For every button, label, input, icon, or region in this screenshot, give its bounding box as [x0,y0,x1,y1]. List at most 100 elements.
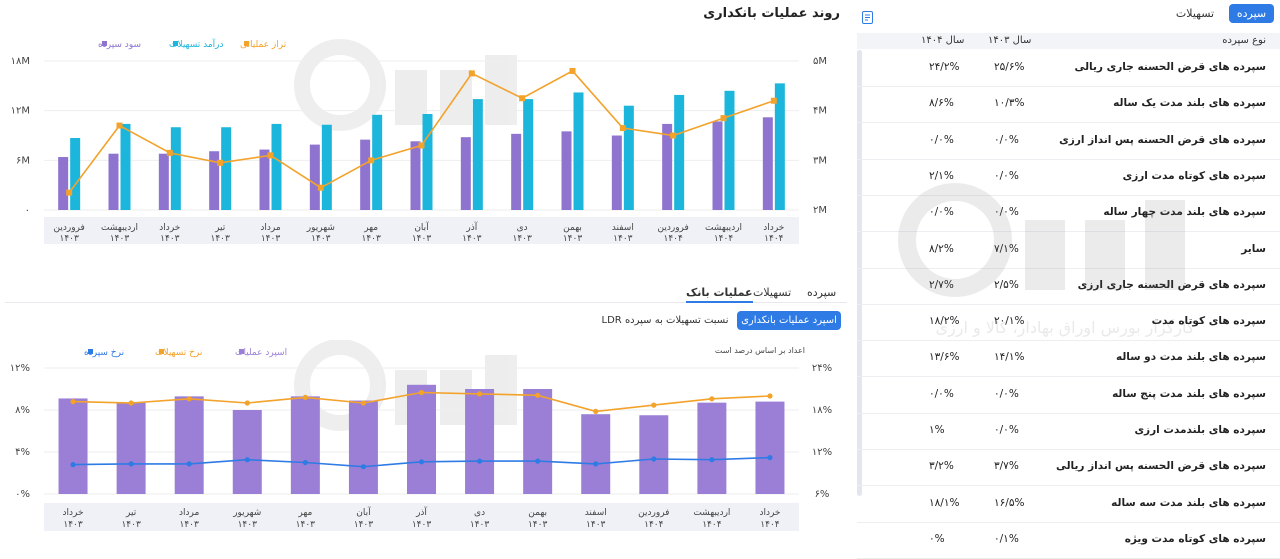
point-operating-balance [519,95,526,102]
ldr-toggle-button[interactable]: نسبت تسهیلات به سپرده LDR [601,315,729,326]
y-tick-left: ۱۲% [10,363,30,374]
point-deposit-rate [476,458,483,464]
row-name: سایر [1241,242,1266,255]
point-facility-rate [302,394,308,400]
spread-toggle-button[interactable]: اسپرد عملیات بانکداری [737,311,841,330]
point-deposit-rate [418,459,425,465]
x-tick-label: فروردین [54,223,85,233]
bar-spread [755,401,785,494]
legend-label: تراز عملیاتی [240,40,287,50]
point-operating-balance [770,97,777,104]
page-title: روند عملیات بانکداری [703,6,840,21]
point-deposit-rate [302,459,308,466]
row-1404: ۰/۰% [929,133,954,146]
x-tick-label: اردیبهشت [705,223,742,233]
watermark-caption: کارگزار بورس اوراق بهادار، کالا و ارزی [935,318,1195,337]
subtab-bank-operations[interactable]: عملیات بانک [686,286,753,303]
row-1404: ۸/۶% [929,97,954,110]
point-facility-rate [128,400,134,406]
row-1403: ۱۰/۳% [994,97,1025,110]
x-tick-label: اسفند [585,508,607,518]
row-name: سپرده های کوتاه مدت ارزی [1122,169,1266,182]
point-operating-balance [418,142,425,149]
row-name: سپرده های بلند مدت پنج ساله [1112,387,1266,400]
x-tick-label: فروردین [638,508,669,518]
table-row: سپرده های قرض الحسنه جاری ارزی ۲/۵% ۲/۷% [857,268,1280,305]
point-operating-balance [619,125,626,132]
table-row: سپرده های بلند مدت سه ساله ۱۶/۵% ۱۸/۱% [857,486,1280,523]
bar-spread [465,389,495,494]
point-facility-rate [709,396,715,402]
col-header-1403: سال ۱۴۰۳ [988,35,1032,46]
document-icon[interactable] [862,9,873,24]
bar-deposit-interest [511,133,522,210]
row-1404: ۲/۱% [929,169,954,182]
point-operating-balance [368,157,375,164]
row-name: سپرده های بلند مدت دو ساله [1115,351,1266,364]
point-operating-balance [317,184,324,191]
bar-facility-income [221,127,232,210]
point-facility-rate [70,399,76,405]
y-tick-right: ۱۲% [812,447,832,458]
x-tick-label: آذر [465,221,477,233]
x-tick-year: ۱۴۰۳ [59,234,79,244]
table-header: نوع سپرده سال ۱۴۰۳ سال ۱۴۰۴ [857,33,1280,49]
row-1403: ۷/۱% [994,242,1019,255]
x-tick-year: ۱۴۰۳ [160,234,180,244]
bar-spread [116,402,146,494]
y-tick-right: ۳M [813,155,827,166]
x-tick-label: دی [517,223,528,233]
point-operating-balance [720,115,727,122]
legend-swatch [159,349,164,354]
bar-facility-income [472,99,483,210]
x-tick-year: ۱۴۰۳ [528,520,548,530]
x-tick-year: ۱۴۰۴ [702,520,722,530]
x-tick-label: بهمن [528,508,547,518]
subtab-deposit[interactable]: سپرده [807,286,837,299]
x-tick-year: ۱۴۰۴ [764,234,784,244]
row-1404: ۳/۲% [929,460,954,473]
table-row: سپرده های کوتاه مدت ۲۰/۱% ۱۸/۲% [857,304,1280,342]
row-1403: ۳/۷% [994,460,1019,473]
x-tick-year: ۱۴۰۴ [644,520,664,530]
row-1403: ۰/۱% [994,532,1019,545]
table-row: سایر ۷/۱% ۸/۲% [857,232,1280,269]
row-1403: ۲۵/۶% [994,61,1025,73]
row-1404: ۸/۲% [929,242,954,255]
bar-deposit-interest [460,137,471,210]
row-1404: ۱۳/۶% [929,351,960,364]
point-facility-rate [767,393,773,399]
bar-facility-income [271,123,282,210]
point-operating-balance [217,159,224,166]
legend-swatch [102,41,107,46]
y-tick-left: ۰% [15,489,30,500]
legend-swatch [244,41,249,46]
x-tick-label: اسفند [612,223,634,233]
spread-chart: ۰% ۶% ۴% ۱۲% ۸% ۱۸% ۱۲% ۲۴% خرداد ۱۴۰۳ تیر ۱۴۰۳ مردا… [10,340,832,531]
x-tick-year: ۱۴۰۳ [361,234,381,244]
legend-swatch [88,349,93,354]
x-tick-label: بهمن [563,223,582,233]
bar-deposit-interest [712,121,723,210]
point-deposit-rate [70,462,76,468]
bar-facility-income [70,137,81,210]
x-tick-year: ۱۴۰۳ [354,520,374,530]
x-tick-label: شهریور [306,223,335,233]
y-tick-right: ۴M [813,106,827,117]
col-header-1404: سال ۱۴۰۴ [921,35,965,46]
x-tick-year: ۱۴۰۳ [296,520,316,530]
tab-facilities[interactable]: تسهیلات [1175,7,1215,20]
table-scrollbar[interactable] [857,50,862,496]
point-deposit-rate [360,464,367,470]
tab-deposit[interactable]: سپرده [1229,4,1274,23]
table-row: سپرده های کوتاه مدت ارزی ۰/۰% ۲/۱% [857,159,1280,196]
row-1404: ۰% [929,532,945,545]
x-tick-year: ۱۴۰۳ [470,520,490,530]
table-row: سپرده های بلند مدت یک ساله ۱۰/۳% ۸/۶% [857,86,1280,124]
row-1404: ۰/۰% [929,387,954,400]
x-axis-band [44,217,799,244]
x-tick-label: خرداد [63,508,84,518]
row-name: سپرده های بلند مدت چهار ساله [1103,206,1266,219]
subtab-facilities[interactable]: تسهیلات [753,286,792,299]
point-operating-balance [267,152,274,159]
